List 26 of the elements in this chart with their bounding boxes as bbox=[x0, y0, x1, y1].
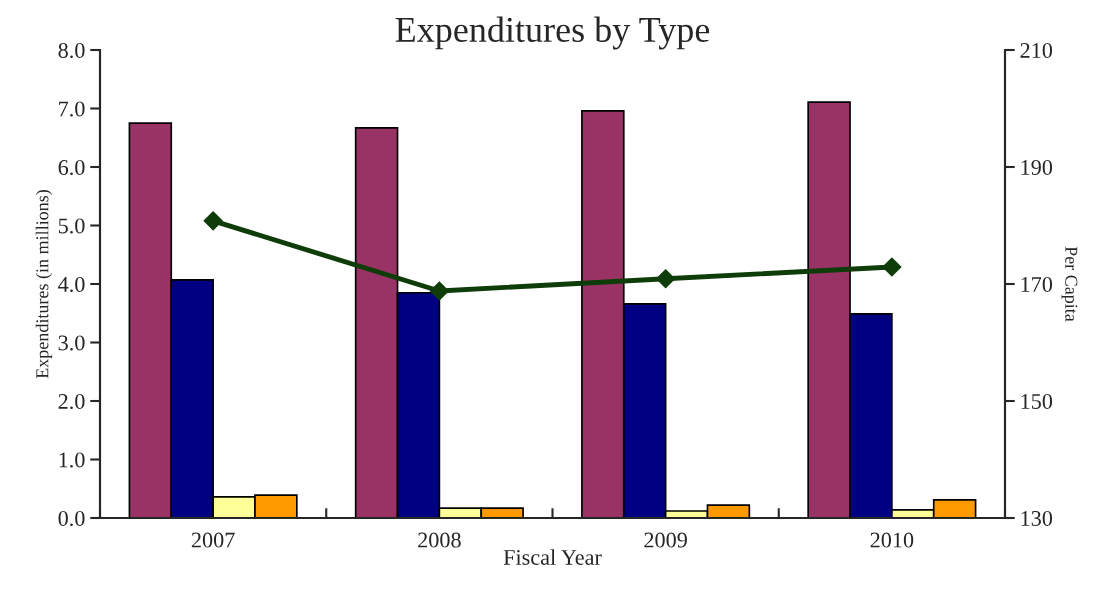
y-tick-label: 0.0 bbox=[58, 510, 85, 527]
x-tick-label: 2008 bbox=[418, 532, 461, 548]
point bbox=[429, 281, 449, 301]
y2-tick-label: 170 bbox=[1021, 276, 1053, 292]
y2-tick-label: 130 bbox=[1021, 510, 1053, 526]
y-tick-label: 1.0 bbox=[59, 452, 85, 468]
y2-tick-label: 210 bbox=[1020, 42, 1053, 58]
point bbox=[882, 257, 902, 277]
y2-axis-title: Per Capita bbox=[1061, 246, 1078, 322]
y-tick-label: 3.0 bbox=[58, 335, 85, 351]
y-tick-label: 5.0 bbox=[58, 218, 85, 234]
chart-title: Expenditures by Type bbox=[395, 16, 710, 50]
x-tick-label: 2010 bbox=[870, 532, 914, 548]
y-tick-label: 8.0 bbox=[58, 42, 85, 59]
y-tick-label: 4.0 bbox=[58, 276, 85, 293]
y-tick-label: 7.0 bbox=[59, 101, 85, 117]
y-tick-label: 2.0 bbox=[58, 393, 85, 410]
x-tick-label: 2009 bbox=[644, 532, 687, 548]
point bbox=[203, 211, 223, 231]
y-axis-title: Expenditures (in millions) bbox=[35, 190, 53, 379]
y2-tick-label: 190 bbox=[1021, 159, 1053, 175]
x-axis-title: Fiscal Year bbox=[503, 549, 602, 565]
y2-tick-label: 150 bbox=[1021, 393, 1053, 409]
point bbox=[656, 269, 676, 289]
y-tick-label: 6.0 bbox=[58, 159, 85, 176]
x-tick-label: 2007 bbox=[191, 532, 235, 548]
